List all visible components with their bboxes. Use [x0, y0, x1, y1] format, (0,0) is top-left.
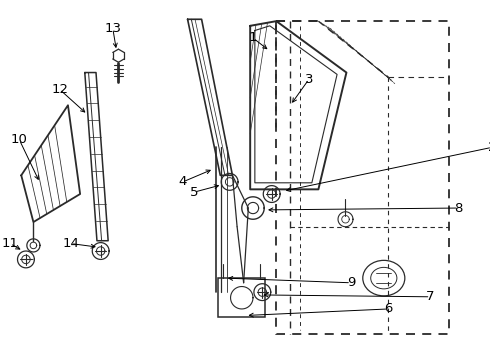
Text: 5: 5: [190, 186, 198, 199]
Text: 3: 3: [305, 73, 313, 86]
Text: 2: 2: [488, 141, 490, 154]
Text: 1: 1: [249, 31, 257, 45]
Text: 6: 6: [384, 302, 392, 315]
Text: 11: 11: [1, 237, 19, 250]
Text: 13: 13: [104, 22, 122, 35]
Text: 12: 12: [51, 83, 68, 96]
Text: 14: 14: [62, 237, 79, 250]
Text: 8: 8: [454, 202, 463, 215]
Text: 4: 4: [179, 175, 187, 188]
Text: 9: 9: [347, 276, 355, 289]
Text: 7: 7: [426, 290, 435, 303]
Bar: [219, 278, 265, 318]
Text: 10: 10: [11, 133, 28, 146]
